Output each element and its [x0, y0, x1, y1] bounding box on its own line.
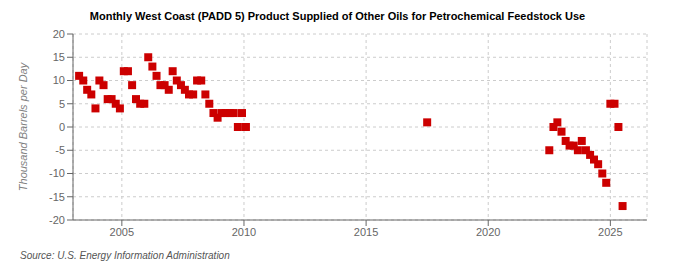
svg-text:-15: -15	[49, 191, 65, 203]
svg-text:-20: -20	[49, 214, 65, 226]
svg-text:2005: 2005	[110, 226, 134, 238]
svg-text:2025: 2025	[598, 226, 622, 238]
svg-text:-10: -10	[49, 167, 65, 179]
svg-text:2020: 2020	[476, 226, 500, 238]
svg-text:5: 5	[59, 98, 65, 110]
svg-text:Thousand Barrels per Day: Thousand Barrels per Day	[17, 61, 29, 191]
svg-text:2015: 2015	[354, 226, 378, 238]
svg-text:15: 15	[53, 51, 65, 63]
html-text:Source: U.S. Energy Informatio: Source: U.S. Energy Information Administ…	[20, 250, 230, 261]
svg-text:0: 0	[59, 121, 65, 133]
html-text:Monthly West Coast (PADD 5) Pr: Monthly West Coast (PADD 5) Product Supp…	[89, 10, 586, 22]
svg-text:2010: 2010	[232, 226, 256, 238]
svg-text:-5: -5	[55, 144, 65, 156]
svg-text:20: 20	[53, 28, 65, 40]
svg-text:10: 10	[53, 74, 65, 86]
